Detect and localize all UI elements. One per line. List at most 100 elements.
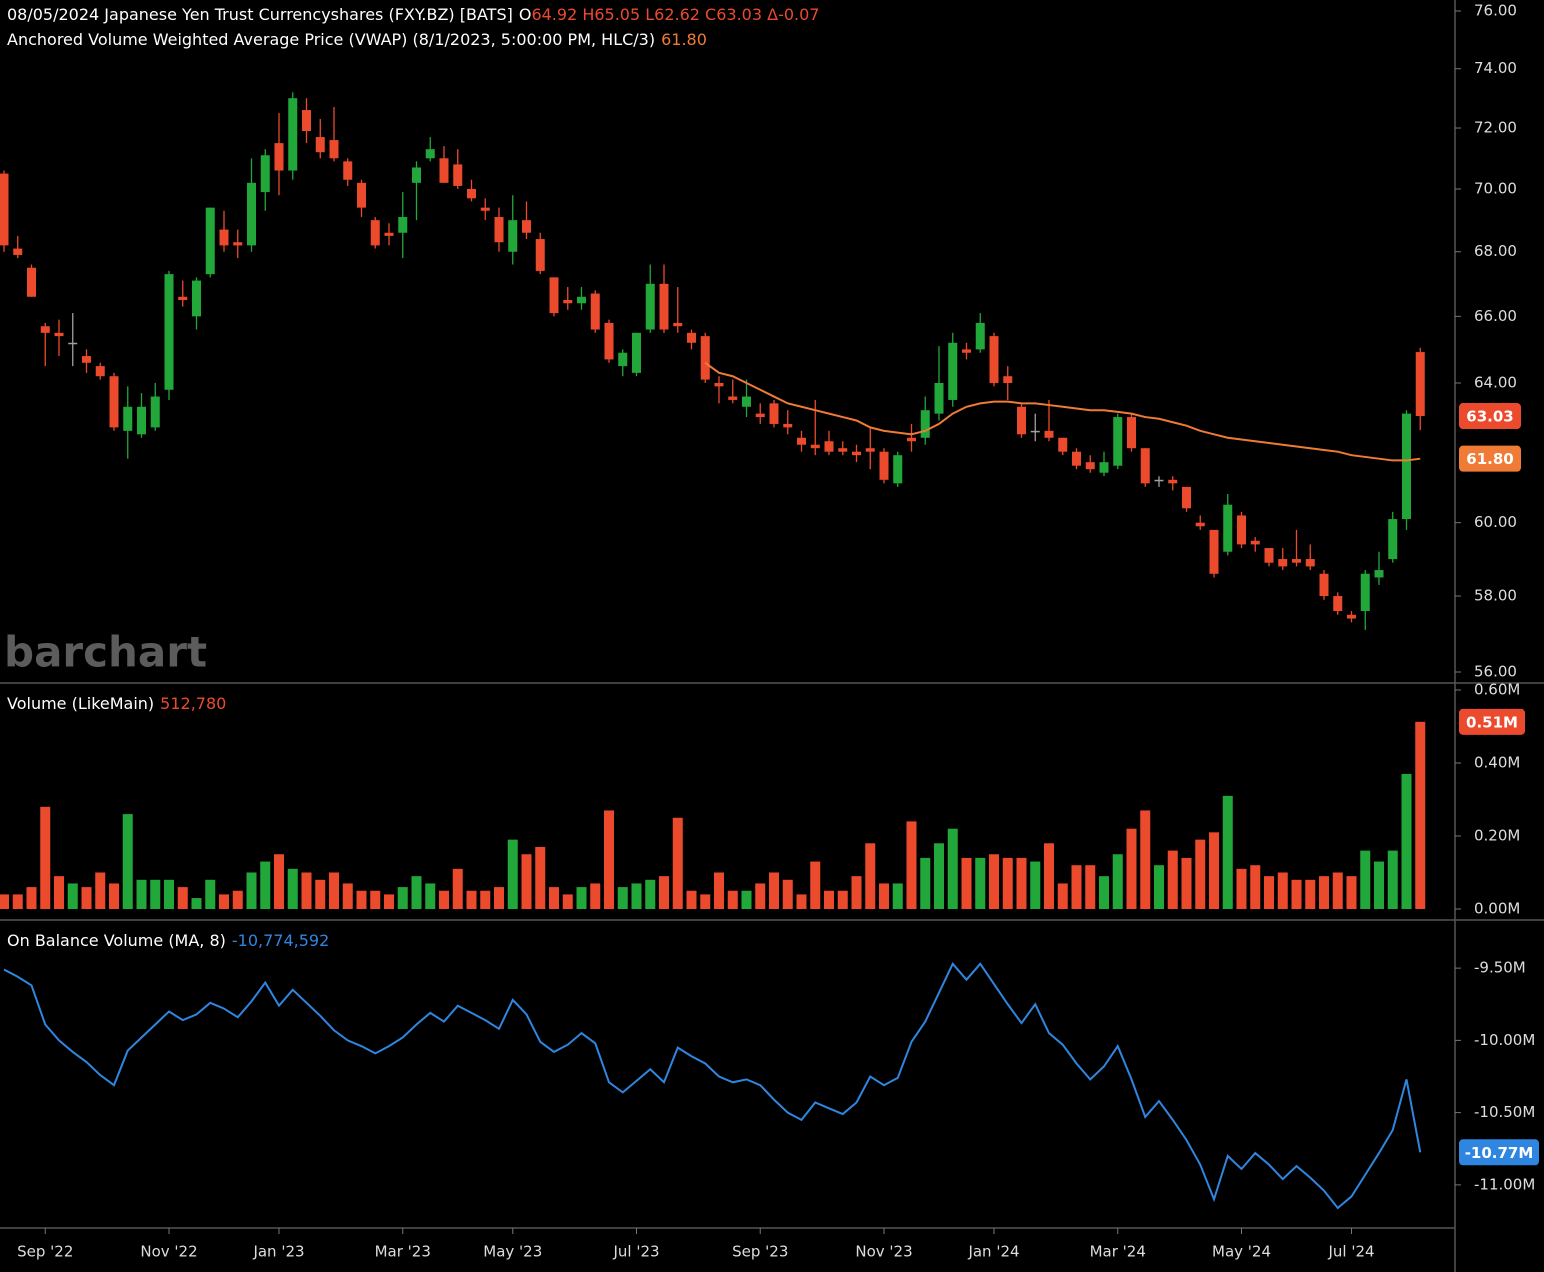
- volume-bar: [1181, 857, 1192, 909]
- chart-title: Volume (LikeMain) 512,780: [7, 694, 226, 713]
- x-tick-label: Sep '22: [17, 1243, 73, 1261]
- y-tick-label: 70.00: [1474, 180, 1517, 198]
- volume-bar: [700, 894, 711, 909]
- candle-body: [150, 396, 160, 428]
- candle-body: [357, 182, 366, 208]
- volume-bar: [920, 857, 931, 909]
- volume-bar: [1332, 872, 1343, 909]
- candle-body: [82, 356, 91, 363]
- candle-body: [604, 322, 614, 360]
- value-badge: [1459, 1139, 1539, 1166]
- volume-bar: [1030, 861, 1041, 909]
- candle-body: [824, 441, 834, 452]
- volume-bar: [1167, 850, 1178, 909]
- legend-name: Anchored Volume Weighted Average Price (…: [7, 30, 655, 49]
- volume-bar: [232, 890, 243, 909]
- x-tick-label: Jan '23: [252, 1243, 304, 1261]
- candle-body: [1058, 437, 1068, 452]
- y-tick-label: -9.50M: [1474, 959, 1526, 977]
- y-tick-label: 56.00: [1474, 663, 1517, 681]
- volume-bar: [1264, 876, 1274, 909]
- x-tick-label: May '23: [483, 1243, 542, 1261]
- candle-body: [659, 283, 669, 330]
- candle-body: [54, 332, 64, 337]
- candle-body: [810, 444, 820, 449]
- candle-body: [439, 158, 449, 183]
- volume-bar: [576, 887, 587, 909]
- y-tick-label: 64.00: [1474, 373, 1517, 391]
- candle-body: [962, 349, 971, 353]
- candle-body: [797, 437, 806, 445]
- volume-bar: [287, 868, 298, 909]
- legend-entry: Anchored Volume Weighted Average Price (…: [7, 30, 707, 49]
- volume-bar: [1319, 876, 1329, 909]
- volume-bar: [961, 857, 972, 909]
- volume-bar: [1071, 865, 1082, 909]
- volume-bar: [480, 890, 491, 909]
- candle-body: [1415, 352, 1425, 417]
- candle-body: [13, 248, 23, 255]
- volume-bar: [164, 879, 174, 909]
- candle-body: [302, 110, 311, 132]
- candle-body: [1223, 504, 1233, 552]
- volume-bar: [1112, 854, 1123, 909]
- volume-bar: [549, 887, 559, 909]
- candle-body: [687, 332, 696, 343]
- volume-bar: [1401, 773, 1412, 909]
- candle-body: [1347, 614, 1356, 619]
- volume-bar: [686, 890, 697, 909]
- volume-bar: [260, 861, 271, 909]
- candle-body: [494, 217, 504, 243]
- candle-body: [1402, 413, 1411, 520]
- volume-bar: [219, 894, 229, 909]
- candle-body: [714, 382, 724, 387]
- x-tick-label: Nov '22: [140, 1243, 197, 1261]
- y-tick-label: -11.00M: [1474, 1175, 1535, 1193]
- volume-bar: [1277, 872, 1288, 909]
- candle-body: [1044, 430, 1054, 438]
- candle-body: [164, 274, 174, 390]
- candle-body: [1360, 573, 1370, 612]
- candle-body: [0, 173, 9, 246]
- candle-body: [632, 332, 641, 373]
- volume-bar: [989, 854, 999, 909]
- volume-bar: [411, 876, 422, 909]
- candle-body: [1195, 522, 1205, 527]
- volume-bar: [782, 879, 793, 909]
- y-tick-label: -10.00M: [1474, 1031, 1535, 1049]
- volume-bar: [535, 846, 546, 909]
- volume-bar: [810, 861, 821, 909]
- volume-bar: [769, 872, 779, 909]
- candle-body: [27, 267, 36, 297]
- volume-bar: [1099, 876, 1109, 909]
- candle-body: [1278, 559, 1288, 567]
- candle-body: [247, 182, 256, 246]
- value-badge-label: -10.77M: [1465, 1144, 1534, 1162]
- y-tick-label: 76.00: [1474, 2, 1517, 20]
- y-tick-label: 68.00: [1474, 242, 1517, 260]
- volume-bar: [562, 894, 573, 909]
- candle-body: [755, 413, 765, 418]
- volume-bar: [947, 828, 958, 909]
- candle-body: [343, 161, 353, 180]
- x-tick-label: May '24: [1212, 1243, 1271, 1261]
- candle-body: [1264, 548, 1274, 563]
- volume-bar: [397, 887, 408, 909]
- volume-bar: [1044, 843, 1054, 909]
- value-badge: [1459, 445, 1521, 472]
- chart-title: 08/05/2024 Japanese Yen Trust Currencysh…: [7, 5, 819, 24]
- volume-bar: [356, 890, 367, 909]
- candle-body: [1099, 462, 1109, 473]
- volume-bar: [851, 876, 862, 909]
- volume-bar: [26, 887, 37, 909]
- title-value: 512,780: [160, 694, 226, 713]
- candle-body: [192, 280, 201, 317]
- candle-body: [1374, 570, 1384, 578]
- x-tick-label: Sep '23: [732, 1243, 788, 1261]
- volume-bar: [521, 854, 532, 909]
- x-tick-label: Mar '24: [1090, 1243, 1146, 1261]
- candle-body: [673, 322, 683, 327]
- volume-bar: [1016, 857, 1027, 909]
- candle-body: [178, 296, 188, 301]
